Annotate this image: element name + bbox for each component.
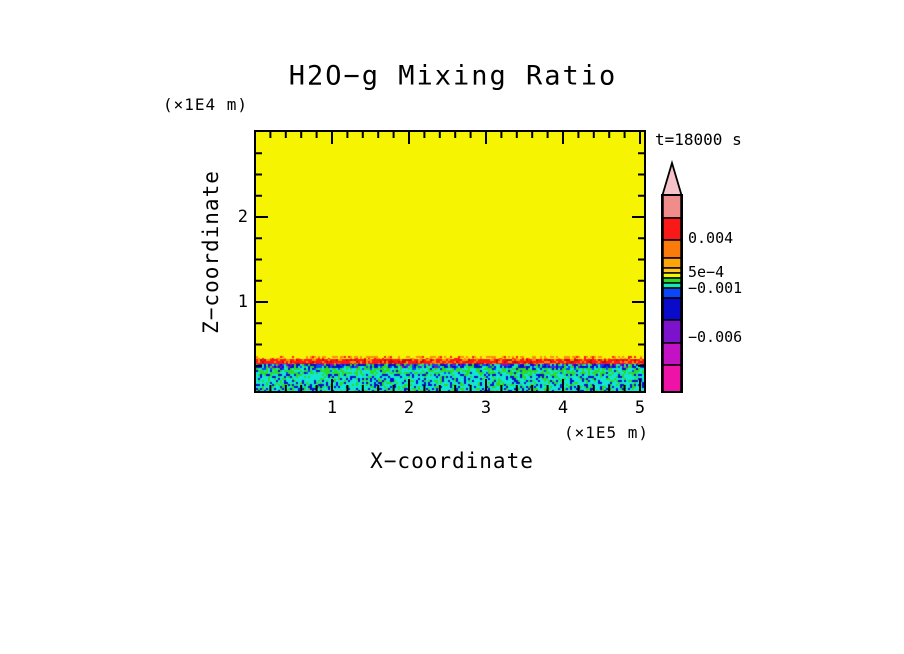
x-tick-label: 3	[474, 398, 498, 418]
y-tick-label: 2	[222, 207, 248, 227]
x-tick-label: 2	[397, 398, 421, 418]
figure-page: H2O−g Mixing Ratio (×1E4 m) t=18000 s 1 2…	[0, 0, 904, 654]
chart-title: H2O−g Mixing Ratio	[289, 61, 618, 92]
colorbar-value-label: −0.006	[688, 328, 742, 346]
x-axis-unit-label: (×1E5 m)	[564, 423, 649, 442]
y-tick-label: 1	[222, 292, 248, 312]
time-annotation: t=18000 s	[655, 130, 742, 149]
x-tick-label: 4	[551, 398, 575, 418]
x-axis-title: X−coordinate	[370, 449, 534, 473]
colorbar-value-label: 0.004	[688, 229, 733, 247]
x-tick-label: 5	[628, 398, 652, 418]
colorbar-value-label: −0.001	[688, 279, 742, 297]
x-tick-label: 1	[320, 398, 344, 418]
heatmap-field	[256, 132, 644, 391]
y-axis-unit-label: (×1E4 m)	[163, 95, 248, 114]
y-axis-title: Z−coordinate	[199, 170, 223, 334]
